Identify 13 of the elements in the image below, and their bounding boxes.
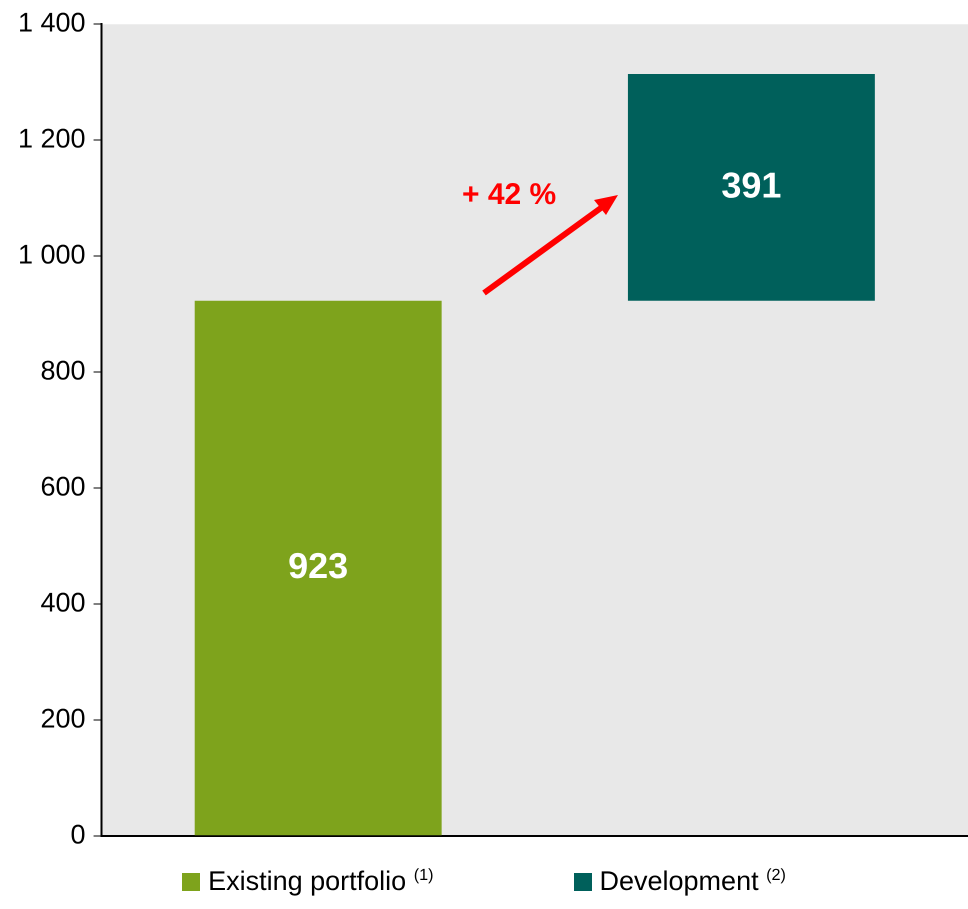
y-tick-label: 400 — [40, 587, 86, 618]
y-tick-label: 800 — [40, 355, 86, 386]
annotation: + 42 % — [462, 178, 556, 212]
data-label: 923 — [288, 545, 348, 586]
legend-label: Existing portfolio $^{(1)}$ — [208, 866, 434, 897]
data-label: 391 — [721, 164, 782, 206]
y-tick-label: 0 — [70, 819, 86, 850]
y-tick-label: 200 — [40, 703, 86, 734]
y-tick-label: 1 200 — [18, 124, 86, 154]
legend-label: Development $^{(2)}$ — [600, 866, 786, 897]
y-tick-label: 1 400 — [18, 8, 86, 38]
y-tick-label: 600 — [40, 471, 86, 502]
y-tick-label: 1 000 — [18, 240, 86, 270]
